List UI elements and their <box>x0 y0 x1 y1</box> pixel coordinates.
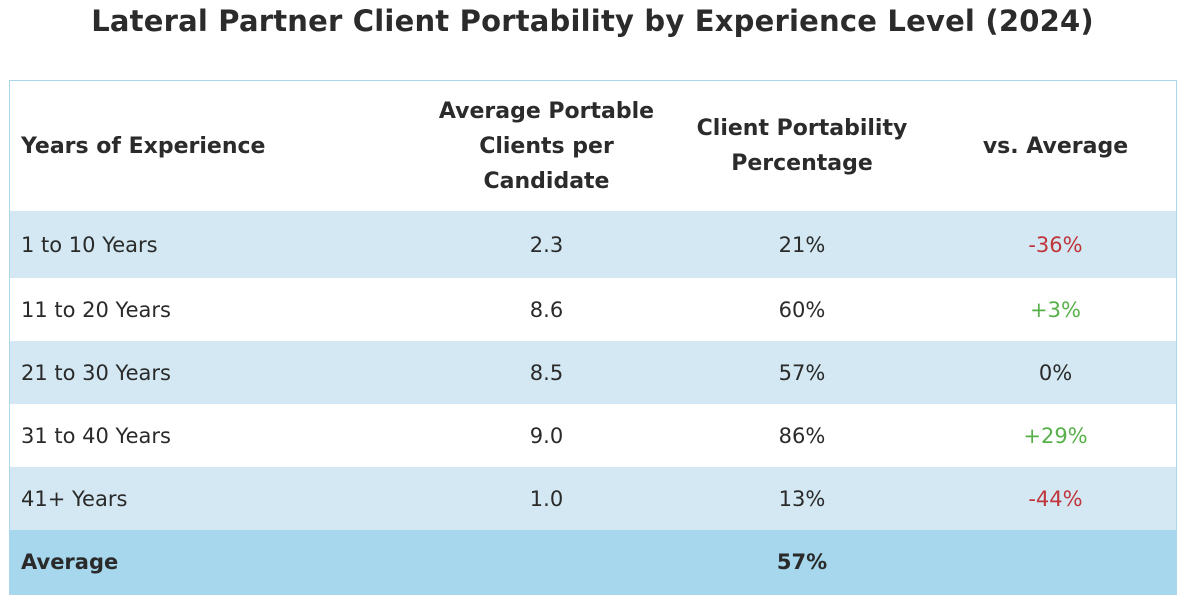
cell-avg-portable-clients: 8.6 <box>529 297 564 322</box>
cell-vs-average: -44% <box>1028 486 1083 511</box>
cell-portability-percentage: 60% <box>778 297 826 322</box>
cell-portability-percentage: 86% <box>778 423 826 448</box>
footer-portability: 57% <box>776 550 828 574</box>
cell-years-of-experience: 31 to 40 Years <box>21 423 171 448</box>
cell-portability-percentage: 57% <box>778 360 826 385</box>
cell-avg-portable-clients: 8.5 <box>529 360 564 385</box>
cell-years-of-experience: 41+ Years <box>21 486 128 511</box>
cell-years-of-experience: 1 to 10 Years <box>21 232 158 257</box>
table-row: 11 to 20 Years 8.6 60% +3% <box>10 278 1176 341</box>
table-footer-row: Average 57% <box>10 530 1176 594</box>
cell-vs-average: -36% <box>1028 232 1083 257</box>
cell-avg-portable-clients: 1.0 <box>529 486 564 511</box>
header-vs-average: vs. Average <box>982 133 1129 159</box>
header-years-of-experience: Years of Experience <box>21 133 266 159</box>
cell-years-of-experience: 21 to 30 Years <box>21 360 171 385</box>
cell-vs-average: +3% <box>1030 297 1081 322</box>
cell-avg-portable-clients: 9.0 <box>529 423 564 448</box>
cell-portability-percentage: 21% <box>778 232 826 257</box>
table-row: 41+ Years 1.0 13% -44% <box>10 467 1176 530</box>
header-average-portable-clients: Average Portable Clients per Candidate <box>438 98 655 194</box>
table-header-row: Years of Experience Average Portable Cli… <box>10 81 1176 211</box>
cell-portability-percentage: 13% <box>778 486 826 511</box>
chart-title: Lateral Partner Client Portability by Ex… <box>91 4 1094 38</box>
table-row: 1 to 10 Years 2.3 21% -36% <box>10 211 1176 278</box>
cell-avg-portable-clients: 2.3 <box>529 232 564 257</box>
cell-vs-average: 0% <box>1038 360 1073 385</box>
table-row: 31 to 40 Years 9.0 86% +29% <box>10 404 1176 467</box>
portability-table: Years of Experience Average Portable Cli… <box>9 80 1177 595</box>
header-client-portability-percentage: Client Portability Percentage <box>696 116 908 176</box>
table-row: 21 to 30 Years 8.5 57% 0% <box>10 341 1176 404</box>
cell-years-of-experience: 11 to 20 Years <box>21 297 171 322</box>
cell-vs-average: +29% <box>1023 423 1088 448</box>
table-body: 1 to 10 Years 2.3 21% -36% 11 to 20 Years 8.6… <box>10 211 1176 530</box>
footer-label: Average <box>21 550 119 574</box>
